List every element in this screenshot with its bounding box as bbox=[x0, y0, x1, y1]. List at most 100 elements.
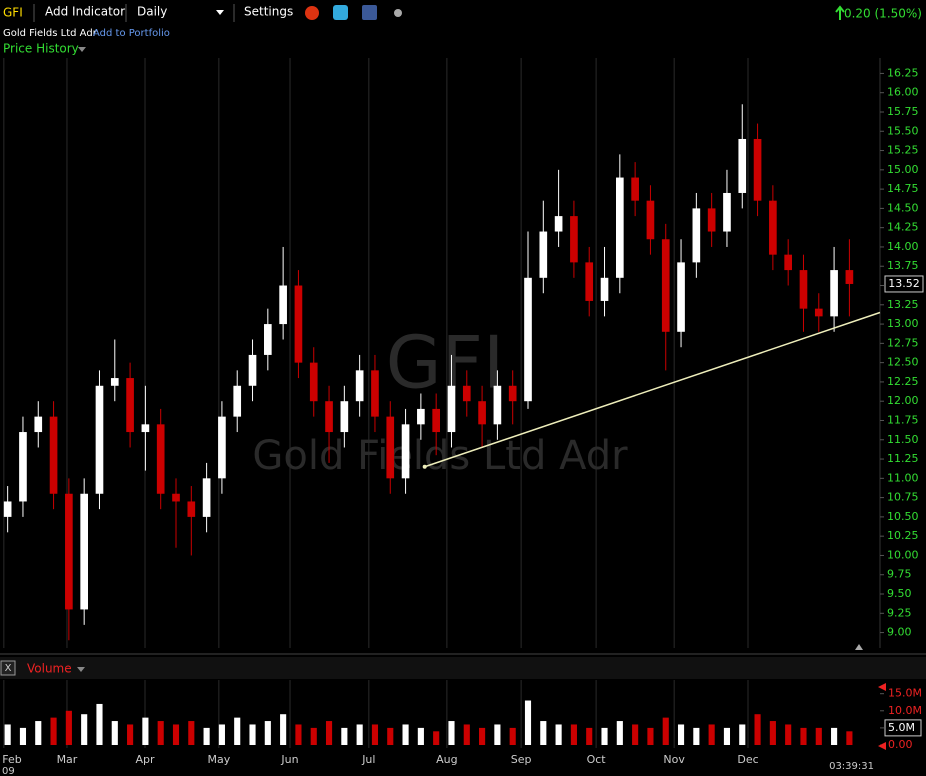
candle-body bbox=[401, 424, 410, 479]
panel-title[interactable]: Price History bbox=[3, 42, 79, 56]
add-to-portfolio[interactable]: Add to Portfolio bbox=[93, 28, 170, 39]
candle-body bbox=[126, 378, 134, 433]
x-tick-label: Feb bbox=[2, 753, 21, 766]
candle-body bbox=[294, 285, 303, 363]
candle-body bbox=[508, 385, 517, 402]
volume-bar bbox=[65, 710, 72, 745]
y-tick-label: 13.75 bbox=[887, 259, 919, 272]
candle-body bbox=[677, 262, 685, 332]
candle-body bbox=[371, 370, 379, 417]
volume-bar bbox=[188, 721, 195, 745]
y-tick-label: 9.75 bbox=[887, 568, 912, 581]
candle-body bbox=[417, 408, 425, 425]
candle-body bbox=[248, 354, 257, 386]
volume-bar bbox=[280, 714, 287, 745]
trendline-anchor bbox=[422, 464, 427, 469]
candle-body bbox=[156, 424, 165, 494]
candle-body bbox=[738, 138, 747, 193]
candle-body bbox=[753, 138, 762, 201]
year-label: 09 bbox=[2, 766, 15, 776]
volume-bar bbox=[723, 727, 731, 745]
symbol[interactable]: GFI bbox=[3, 6, 23, 20]
volume-bar bbox=[111, 721, 118, 745]
volume-bar bbox=[433, 731, 440, 745]
volume-bar bbox=[417, 727, 424, 745]
tick-highlight bbox=[884, 719, 922, 737]
last-price-box bbox=[884, 275, 924, 293]
volume-bar bbox=[463, 724, 470, 745]
candle-body bbox=[585, 262, 594, 301]
candle-body bbox=[600, 277, 609, 301]
volume-bar bbox=[479, 727, 486, 745]
candle-body bbox=[218, 416, 226, 479]
dropdown-arrow[interactable] bbox=[216, 10, 224, 15]
x-tick-label: Mar bbox=[57, 753, 78, 766]
candle-body bbox=[646, 200, 655, 240]
y-tick-label: 13.25 bbox=[887, 298, 919, 311]
facebook-icon[interactable] bbox=[362, 5, 377, 20]
candle-body bbox=[233, 385, 242, 417]
candle-body bbox=[279, 285, 287, 325]
candle-body bbox=[478, 401, 486, 425]
y-tick-label: 12.00 bbox=[887, 394, 919, 407]
volume-bar bbox=[218, 724, 225, 745]
share-icon[interactable] bbox=[394, 9, 402, 17]
volume-bar bbox=[310, 727, 317, 745]
volume-bar bbox=[127, 724, 134, 745]
volume-bar bbox=[754, 714, 761, 745]
candle-body bbox=[3, 501, 12, 517]
volume-bar bbox=[586, 727, 593, 745]
interval-select[interactable]: Daily bbox=[137, 5, 167, 19]
dropdown-arrow[interactable] bbox=[78, 47, 86, 52]
y-tick-label: 10.75 bbox=[887, 491, 919, 504]
y-tick-label: 11.50 bbox=[887, 433, 919, 446]
alarm-icon[interactable] bbox=[305, 6, 319, 20]
volume-bar bbox=[662, 717, 669, 745]
candle-body bbox=[524, 277, 532, 402]
twitter-icon[interactable] bbox=[333, 5, 348, 20]
candle-body bbox=[447, 385, 456, 433]
y-tick-label: 16.25 bbox=[887, 66, 919, 79]
candle-body bbox=[784, 254, 792, 271]
volume-bar bbox=[35, 721, 42, 745]
add-indicator[interactable]: Add Indicator bbox=[45, 5, 125, 19]
company-name: Gold Fields Ltd Adr bbox=[3, 28, 98, 39]
volume-bar bbox=[387, 727, 394, 745]
volume-bar bbox=[19, 727, 27, 745]
candle-body bbox=[616, 177, 624, 278]
y-tick-label: 13.00 bbox=[887, 317, 919, 330]
y-tick-label: 11.00 bbox=[887, 471, 919, 484]
volume-bar bbox=[4, 724, 11, 745]
y-tick-label: 9.25 bbox=[887, 606, 912, 619]
candle-body bbox=[707, 208, 716, 232]
x-tick-label: Dec bbox=[737, 753, 758, 766]
panel-title[interactable]: Volume bbox=[27, 662, 72, 676]
y-tick-label: 16.00 bbox=[887, 86, 919, 99]
settings[interactable]: Settings bbox=[244, 5, 293, 19]
y-tick-label: 15.25 bbox=[887, 144, 919, 157]
volume-bar bbox=[142, 717, 149, 745]
candle-body bbox=[80, 493, 88, 610]
close-x[interactable]: X bbox=[5, 663, 12, 674]
watermark: GFI bbox=[386, 321, 504, 405]
y-tick-label: 10.50 bbox=[887, 510, 919, 523]
y-tick-label: 15.75 bbox=[887, 105, 919, 118]
volume-bar bbox=[846, 731, 853, 745]
volume-bar bbox=[356, 724, 363, 745]
candle-body bbox=[661, 239, 670, 332]
volume-bar bbox=[708, 724, 715, 745]
y-tick-label: 12.50 bbox=[887, 356, 919, 369]
x-tick-label: Aug bbox=[436, 753, 457, 766]
x-tick-label: Apr bbox=[135, 753, 155, 766]
y-tick-label: 10.00 bbox=[887, 548, 919, 561]
candle-body bbox=[830, 270, 838, 317]
y-tick-label: 15.00 bbox=[887, 163, 919, 176]
x-tick-label: Sep bbox=[511, 753, 532, 766]
volume-header bbox=[0, 657, 926, 679]
dropdown-arrow[interactable] bbox=[77, 667, 85, 672]
candle-body bbox=[187, 501, 196, 517]
trendline bbox=[424, 311, 881, 468]
close-button[interactable] bbox=[0, 660, 16, 676]
candle-body bbox=[340, 401, 349, 433]
